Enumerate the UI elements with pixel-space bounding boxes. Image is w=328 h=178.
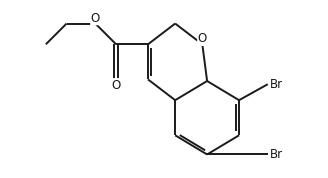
Text: O: O <box>91 12 100 25</box>
Text: Br: Br <box>269 78 282 91</box>
Text: O: O <box>198 32 207 45</box>
Text: O: O <box>112 79 121 92</box>
Text: Br: Br <box>269 148 282 161</box>
